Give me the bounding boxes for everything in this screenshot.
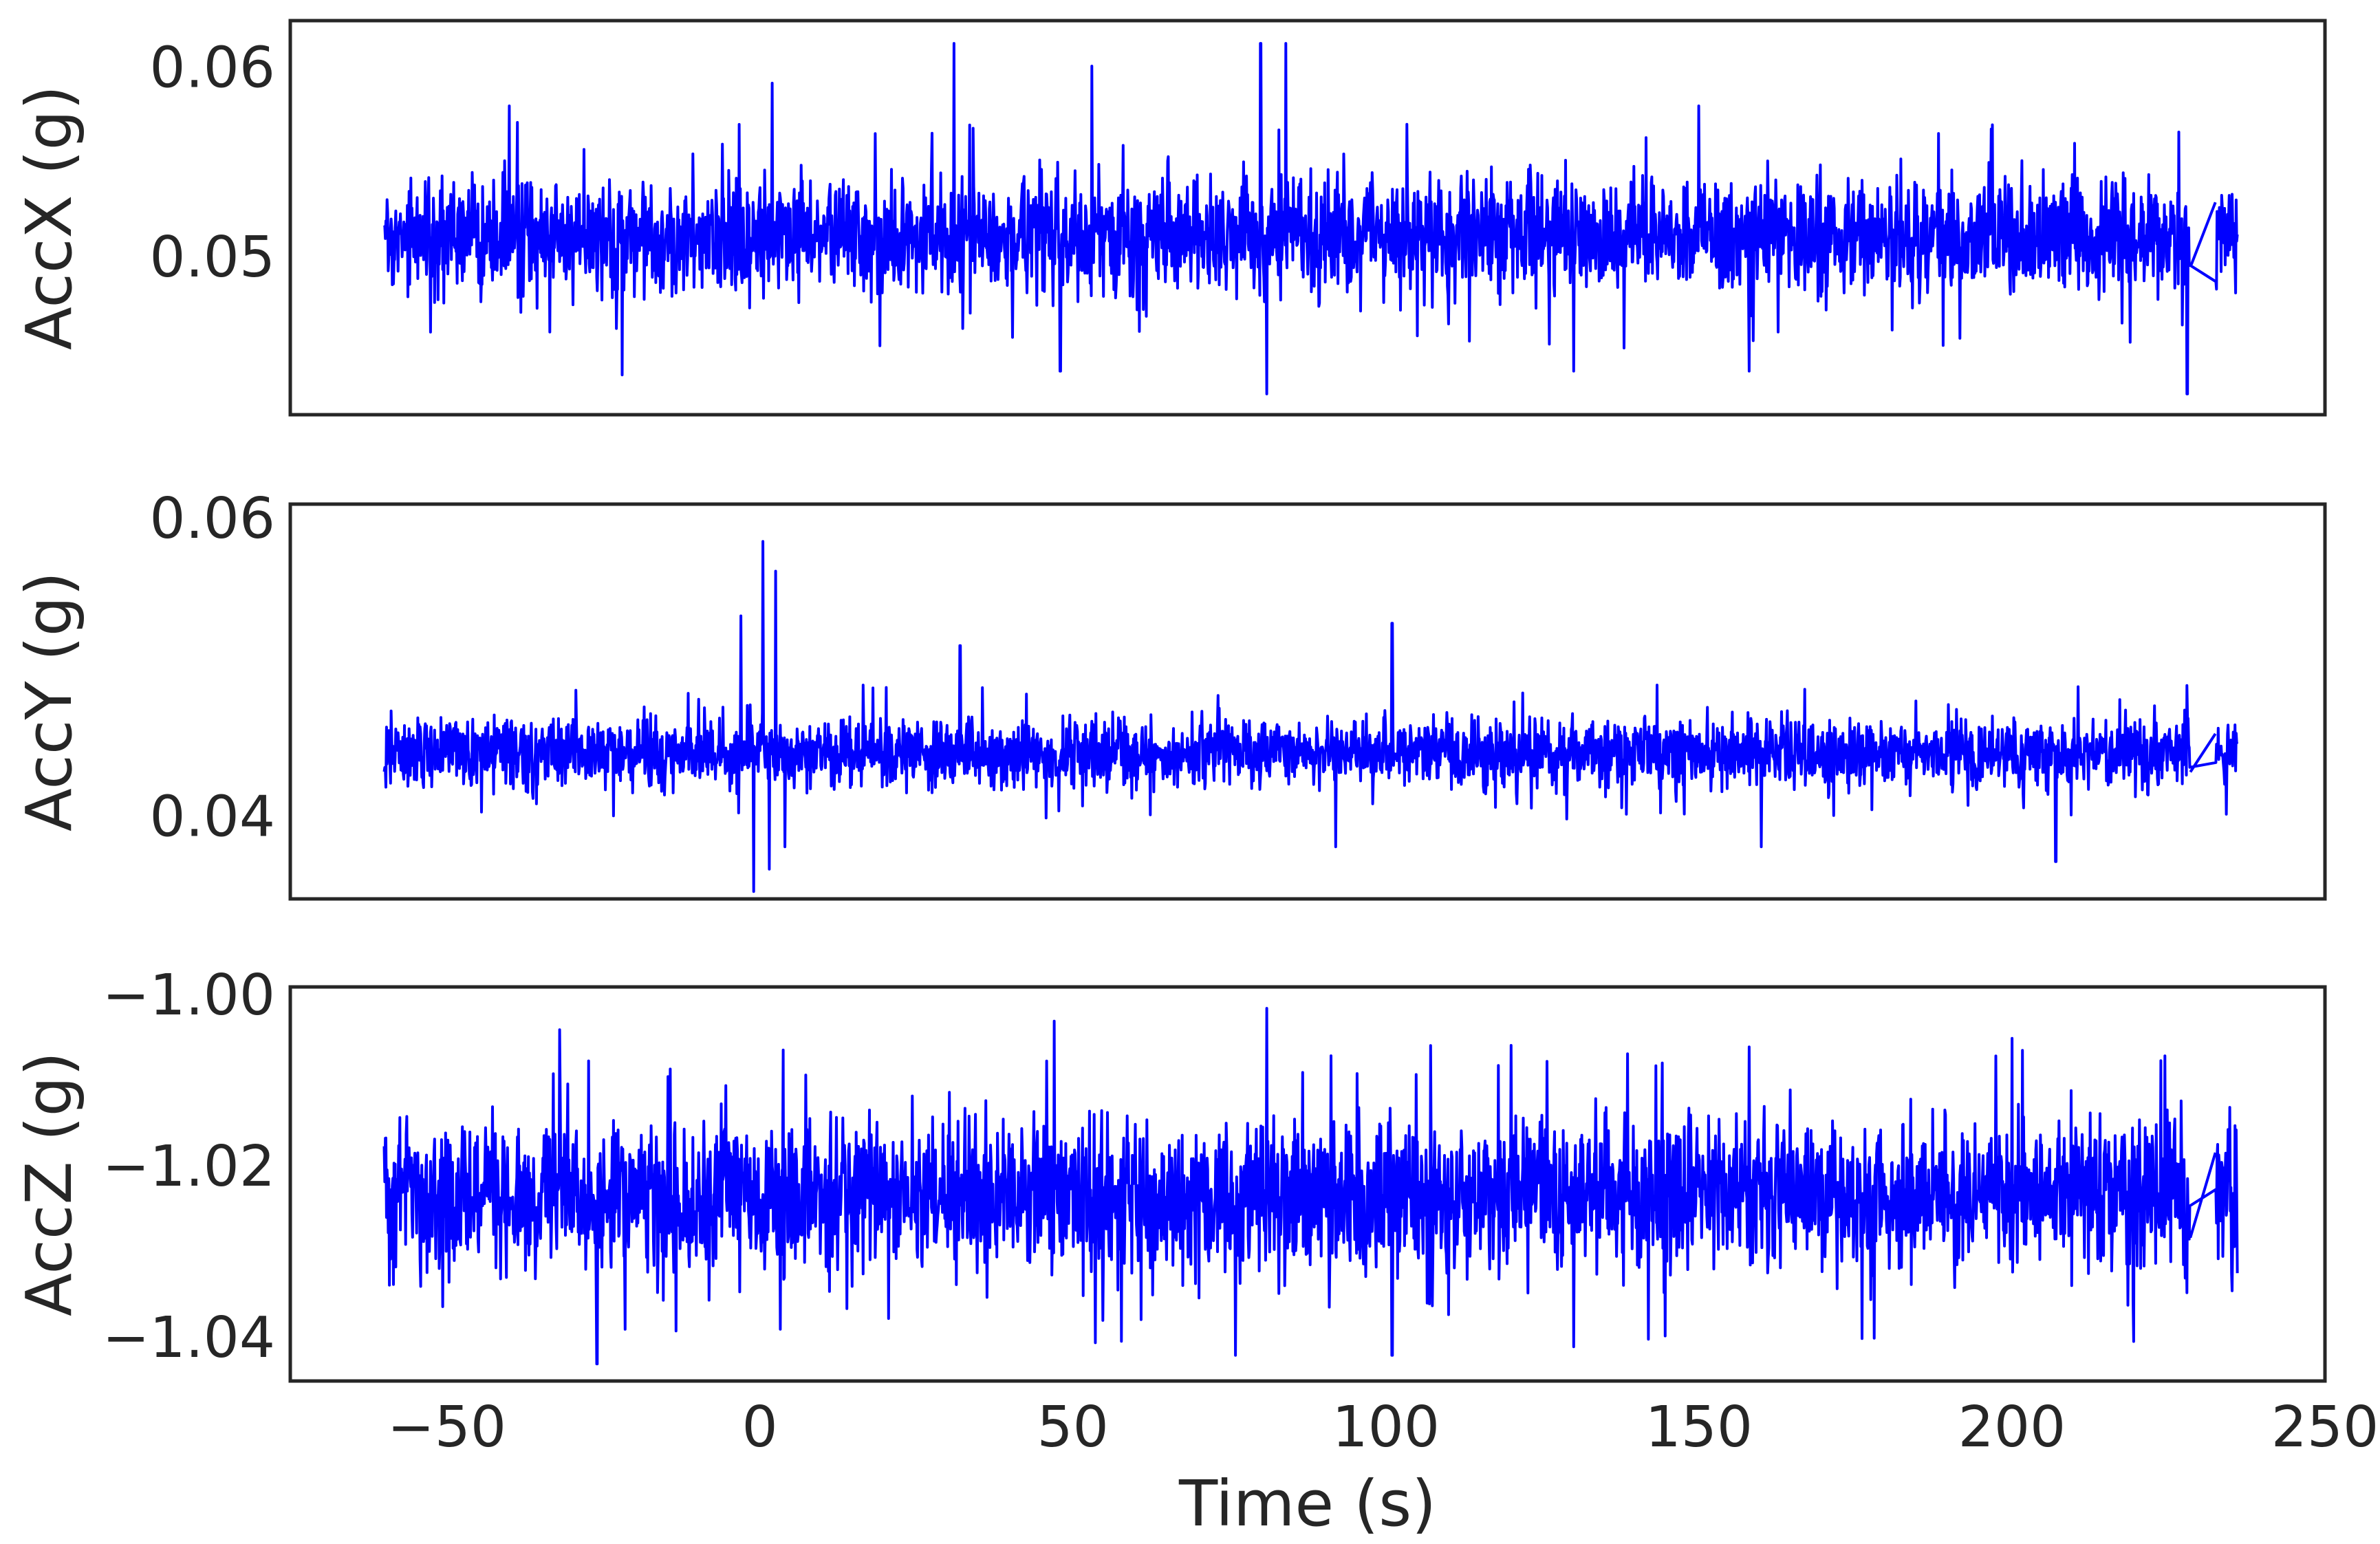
accx-y-ticks: 0.05 0.06 bbox=[149, 35, 275, 290]
x-axis-label: Time (s) bbox=[1178, 1467, 1436, 1541]
accy-axes-frame bbox=[288, 502, 2327, 901]
accy-y-tick-label: 0.06 bbox=[149, 486, 275, 552]
subplot-accy: 0.04 0.06 AccY (g) bbox=[12, 486, 2327, 901]
x-tick-label: 150 bbox=[1645, 1395, 1753, 1460]
x-tick-label: −50 bbox=[387, 1395, 506, 1460]
accy-series-line bbox=[382, 540, 2239, 893]
accz-y-ticks: −1.04 −1.02 −1.00 bbox=[102, 963, 275, 1371]
x-tick-label: 200 bbox=[1958, 1395, 2066, 1460]
accx-y-axis-label: AccX (g) bbox=[12, 85, 86, 350]
subplot-accz: −1.04 −1.02 −1.00 −50 0 50 100 150 200 250 AccZ … bbox=[12, 963, 2379, 1541]
accx-series-line bbox=[382, 42, 2239, 395]
x-tick-label: 0 bbox=[742, 1395, 778, 1460]
accz-series bbox=[382, 1007, 2239, 1366]
accz-y-tick-label: −1.02 bbox=[102, 1134, 275, 1199]
accz-axes-frame bbox=[288, 985, 2327, 1383]
accz-series-line bbox=[382, 1007, 2239, 1366]
accz-x-ticks: −50 0 50 100 150 200 250 bbox=[387, 1395, 2379, 1460]
subplot-accx: 0.05 0.06 AccX (g) bbox=[12, 19, 2327, 417]
accz-y-axis-label: AccZ (g) bbox=[12, 1052, 86, 1316]
accy-y-ticks: 0.04 0.06 bbox=[149, 486, 275, 849]
accy-y-tick-label: 0.04 bbox=[149, 784, 275, 849]
accx-series bbox=[382, 42, 2239, 395]
x-tick-label: 250 bbox=[2271, 1395, 2379, 1460]
accx-y-tick-label: 0.06 bbox=[149, 35, 275, 100]
accz-y-tick-label: −1.00 bbox=[102, 963, 275, 1028]
x-tick-label: 50 bbox=[1037, 1395, 1109, 1460]
accx-y-tick-label: 0.05 bbox=[149, 225, 275, 290]
accy-y-axis-label: AccY (g) bbox=[12, 572, 86, 831]
x-tick-label: 100 bbox=[1332, 1395, 1440, 1460]
accx-axes-frame bbox=[288, 19, 2327, 417]
accz-y-tick-label: −1.04 bbox=[102, 1305, 275, 1371]
accy-series bbox=[382, 540, 2239, 893]
